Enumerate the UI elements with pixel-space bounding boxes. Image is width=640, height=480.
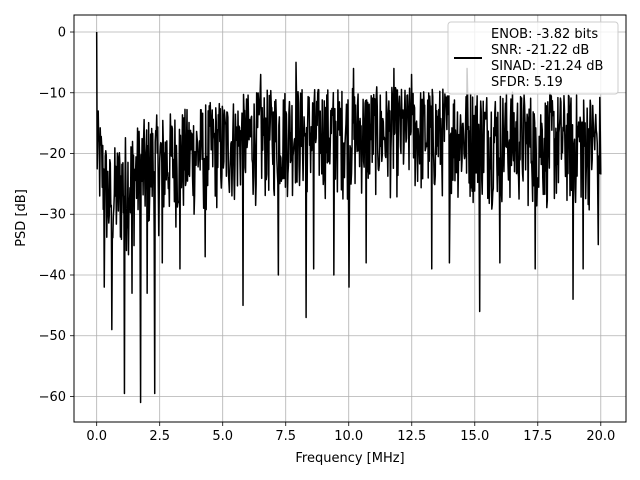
y-tick-label: −60 — [39, 390, 66, 405]
x-axis-label: Frequency [MHz] — [295, 451, 404, 466]
legend-line-sinad: SINAD: -21.24 dB — [491, 59, 603, 74]
y-tick-label: −30 — [39, 208, 66, 223]
x-tick-label: 7.5 — [275, 429, 296, 444]
legend-line-sfdr: SFDR: 5.19 — [491, 75, 563, 90]
x-tick-label: 20.0 — [586, 429, 615, 444]
x-tick-label: 5.0 — [212, 429, 233, 444]
y-tick-label: −40 — [39, 268, 66, 283]
x-tick-label: 15.0 — [460, 429, 489, 444]
y-tick-label: −20 — [39, 147, 66, 162]
legend: ENOB: -3.82 bits SNR: -21.22 dB SINAD: -… — [447, 21, 619, 95]
legend-box — [447, 21, 619, 95]
y-axis-label: PSD [dB] — [14, 189, 29, 247]
x-tick-label: 12.5 — [397, 429, 426, 444]
x-tick-label: 17.5 — [523, 429, 552, 444]
y-tick-label: −10 — [39, 86, 66, 101]
x-tick-label: 10.0 — [334, 429, 363, 444]
y-axis-ticks: 0 −10 −20 −30 −40 −50 −60 — [39, 26, 74, 405]
legend-line-enob: ENOB: -3.82 bits — [491, 27, 598, 42]
y-tick-label: 0 — [58, 26, 66, 41]
x-tick-label: 2.5 — [149, 429, 170, 444]
x-axis-ticks: 0.0 2.5 5.0 7.5 10.0 12.5 15.0 17.5 20.0 — [86, 422, 615, 444]
plot-area — [95, 32, 602, 404]
legend-line-snr: SNR: -21.22 dB — [491, 43, 589, 58]
plot-frame — [73, 14, 627, 423]
psd-series-line — [95, 32, 602, 404]
x-tick-label: 0.0 — [86, 429, 107, 444]
y-tick-label: −50 — [39, 329, 66, 344]
